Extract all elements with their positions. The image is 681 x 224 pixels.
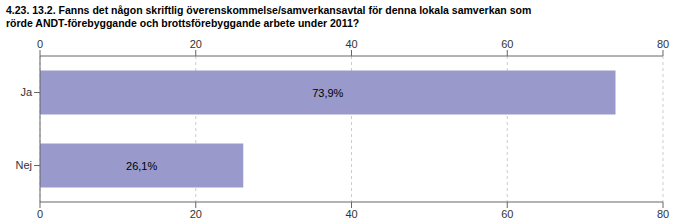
html-text:rörde ANDT-förebyggande och br: rörde ANDT-förebyggande och brottsföreby…	[6, 17, 360, 29]
svg-text:0: 0	[37, 208, 43, 220]
svg-text:40: 40	[345, 208, 357, 220]
svg-text:60: 60	[501, 208, 513, 220]
html-text:4.23. 13.2. Fanns det någon sk: 4.23. 13.2. Fanns det någon skriftlig öv…	[6, 4, 532, 16]
svg-text:80: 80	[657, 38, 669, 50]
svg-text:Nej: Nej	[15, 159, 32, 171]
svg-text:80: 80	[657, 208, 669, 220]
svg-text:73,9%: 73,9%	[312, 87, 343, 99]
svg-text:20: 20	[190, 208, 202, 220]
svg-text:40: 40	[345, 38, 357, 50]
svg-text:60: 60	[501, 38, 513, 50]
svg-text:0: 0	[37, 38, 43, 50]
svg-text:26,1%: 26,1%	[126, 160, 157, 172]
svg-text:20: 20	[190, 38, 202, 50]
svg-text:Ja: Ja	[20, 86, 33, 98]
